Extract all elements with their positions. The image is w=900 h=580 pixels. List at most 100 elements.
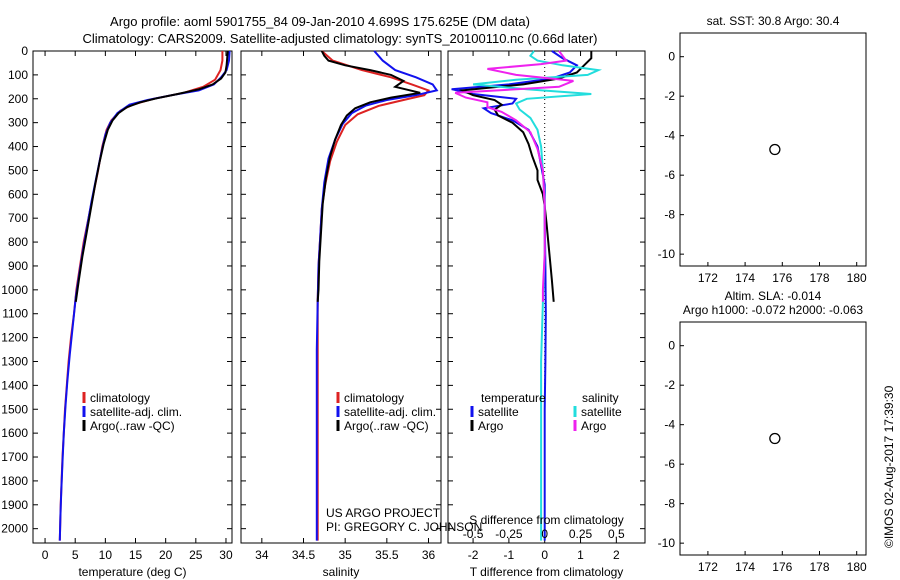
s-difference-tick-label: 0.25 [569,527,593,541]
sst_map-xtick-label: 176 [772,271,792,285]
temperature-panel: 0100200300400500600700800900100011001200… [1,44,233,579]
salinity-xtick-label: 34.5 [292,548,316,562]
depth-tick-label: 1500 [1,402,28,416]
sla_map-xtick-label: 176 [772,560,792,574]
s-difference-tick-label: -0.5 [463,527,484,541]
salinity-xtick-label: 35.5 [375,548,399,562]
salinity-legend-entry: satellite-adj. clim. [344,405,436,419]
sla_map-ytick-label: -6 [664,457,675,471]
sla_map-xtick-label: 172 [698,560,718,574]
sst_map-ytick-label: 0 [668,50,675,64]
sla_map-ytick-label: -10 [658,536,676,550]
depth-tick-label: 0 [21,44,28,58]
temperature-legend-entry: Argo(..raw -QC) [90,419,175,433]
sla_map-xtick-label: 180 [847,560,867,574]
sla-map-panel: 172 174 176 178 180 0 -2 -4 -6 -8 -10 Altim. SLA: -… [658,289,867,574]
depth-tick-label: 1800 [1,474,28,488]
sst_map-border [679,32,867,267]
sst_map-xtick-label: 172 [698,271,718,285]
temperature-legend-entry: climatology [90,391,150,405]
sst_map-ytick-label: -2 [664,89,675,103]
sla_map-ytick-label: -2 [664,378,675,392]
sst_map-xtick-label: 178 [809,271,829,285]
title-line-1: Argo profile: aoml 5901755_84 09-Jan-201… [110,14,530,29]
depth-tick-label: 2000 [1,522,28,536]
depth-tick-label: 500 [8,163,28,177]
salinity-panel: 34 34.5 35 35.5 36 salinity climatologysatelli… [240,50,442,579]
depth-tick-label: 800 [8,235,28,249]
difference-legend-S-entry: satellite [581,405,622,419]
s-difference-tick-label: -0.25 [495,527,523,541]
sst_map-frame [679,32,867,267]
temperature-xlabel: temperature (deg C) [78,565,186,579]
temperature-legend-entry: satellite-adj. clim. [90,405,182,419]
temperature-xtick-label: 0 [42,548,49,562]
sst_map-ytick-label: -6 [664,168,675,182]
difference-legend-S-entry: Argo [581,419,607,433]
difference-legend-S-heading: salinity [582,391,619,405]
depth-tick-label: 700 [8,211,28,225]
salinity-xtick-label: 36 [422,548,436,562]
s-difference-axis-label: S difference from climatology [469,513,624,527]
temperature-series-argo [74,50,229,302]
temperature-xtick-label: 10 [99,548,113,562]
sst_map-title: sat. SST: 30.8 Argo: 30.4 [707,14,840,28]
depth-tick-label: 400 [8,140,28,154]
sst_map-xtick-label: 174 [735,271,755,285]
depth-tick-label: 1700 [1,450,28,464]
depth-tick-label: 1300 [1,354,28,368]
salinity-xlabel: salinity [323,565,360,579]
depth-tick-label: 1400 [1,378,28,392]
imos-watermark: ©IMOS 02-Aug-2017 17:39:30 [882,385,896,548]
difference-legend-T-entry: Argo [478,419,504,433]
sst_map-argo-position-marker [769,143,781,156]
sst_map-xtick-label: 180 [847,271,867,285]
depth-tick-label: 100 [8,68,28,82]
depth-tick-label: 1100 [2,307,28,321]
sla_map-xtick-label: 178 [809,560,829,574]
temperature-axes-frame [32,50,233,544]
difference-legend-T-entry: satellite [478,405,519,419]
salinity-legend-entry: climatology [344,391,404,405]
sla_map-frame [679,321,867,556]
project-label: US ARGO PROJECT [326,506,441,520]
difference-panel: -2 -1 0 1 2 T difference from climatology -0.5… [447,50,646,579]
sst-map-panel: 172 174 176 178 180 0 -2 -4 -6 -8 -10 sat. SST: 30.… [658,14,867,285]
depth-tick-label: 1600 [1,426,28,440]
temperature-xtick-label: 5 [72,548,79,562]
sla_map-ytick-label: -4 [664,418,675,432]
depth-tick-label: 1200 [1,331,28,345]
depth-tick-label: 1000 [1,283,28,297]
salinity-legend-entry: Argo(..raw -QC) [344,419,429,433]
depth-tick-label: 600 [8,187,28,201]
temperature-xtick-label: 20 [159,548,173,562]
depth-tick-label: 300 [8,116,28,130]
s-difference-tick-label: 0.5 [608,527,625,541]
difference-xtick-label: -1 [504,548,515,562]
salinity-axes-frame [240,50,442,544]
sla_map-ytick-label: -8 [664,497,675,511]
difference-xtick-label: 1 [577,548,584,562]
depth-tick-label: 200 [8,92,28,106]
difference-legend-T-heading: temperature [481,391,546,405]
sst_map-ytick-label: -10 [658,247,676,261]
pi-label: PI: GREGORY C. JOHNSON [326,520,482,534]
depth-tick-label: 1900 [1,498,28,512]
sla_map-xtick-label: 174 [735,560,755,574]
salinity-xtick-label: 35 [338,548,352,562]
title-line-2: Climatology: CARS2009. Satellite-adjuste… [83,31,598,46]
sla_map-argo-position-marker [769,432,781,445]
temperature-xtick-label: 15 [129,548,143,562]
depth-tick-label: 900 [8,259,28,273]
temperature-xtick-label: 25 [189,548,203,562]
sla_map-ytick-label: 0 [668,339,675,353]
difference-xtick-label: -2 [468,548,479,562]
salinity-series-argo [316,50,421,302]
sst_map-ytick-label: -4 [664,129,675,143]
sla_map-border [679,321,867,556]
difference-xtick-label: 2 [613,548,620,562]
difference-xtick-label: 0 [541,548,548,562]
difference-series-satellite_S [472,50,603,541]
sla_map-title: Altim. SLA: -0.014 [725,289,822,303]
